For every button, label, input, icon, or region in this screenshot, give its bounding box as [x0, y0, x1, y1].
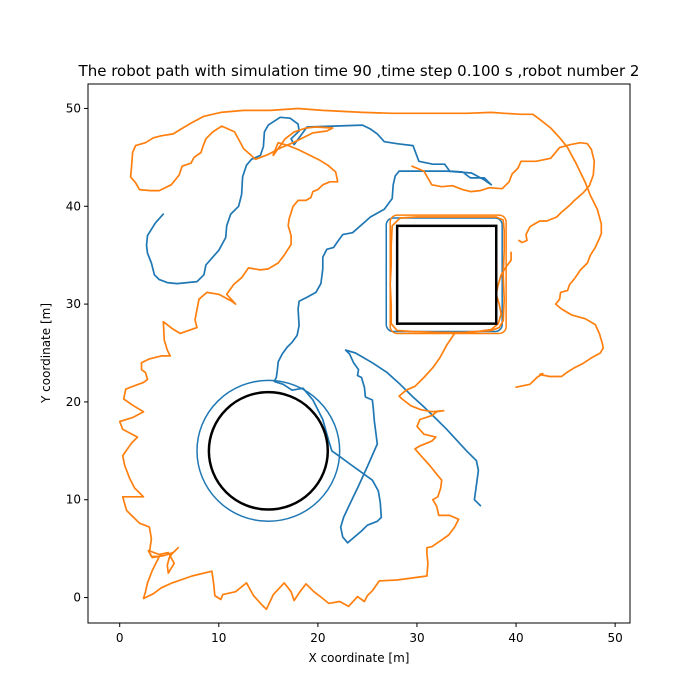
plot-frame [87, 83, 631, 624]
robot-path-series-0 [145, 116, 493, 544]
x-tick-label: 10 [211, 631, 226, 645]
clearance-rect-2 [389, 214, 507, 335]
x-tick-label: 50 [607, 631, 622, 645]
y-axis-label: Y coordinate [m] [39, 303, 53, 404]
y-tick-label: 0 [73, 591, 81, 605]
robot-path-series-2 [411, 141, 596, 244]
clearance-rect-1 [385, 217, 503, 333]
circle-obstacle [207, 390, 330, 511]
y-axis-ticks: 0 10 20 30 40 50 [66, 101, 88, 605]
x-tick-label: 20 [310, 631, 325, 645]
x-axis-label: X coordinate [m] [309, 651, 410, 665]
x-tick-label: 30 [409, 631, 424, 645]
x-tick-label: 40 [508, 631, 523, 645]
y-tick-label: 20 [66, 395, 81, 409]
robot-path-series-3 [118, 141, 512, 611]
clearance-outlines [196, 214, 507, 523]
clearance-circle-0 [196, 379, 341, 523]
plot-area [118, 107, 605, 611]
series-layer [118, 107, 605, 611]
square-obstacle [395, 224, 498, 325]
y-tick-label: 50 [66, 101, 81, 115]
y-tick-label: 40 [66, 199, 81, 213]
y-tick-label: 10 [66, 493, 81, 507]
chart-title: The robot path with simulation time 90 ,… [78, 62, 640, 80]
x-axis-ticks: 0 10 20 30 40 50 [116, 623, 623, 645]
obstacle-layer [207, 224, 498, 511]
y-tick-label: 30 [66, 297, 81, 311]
robot-path-series-1 [129, 107, 605, 389]
x-tick-label: 0 [116, 631, 124, 645]
